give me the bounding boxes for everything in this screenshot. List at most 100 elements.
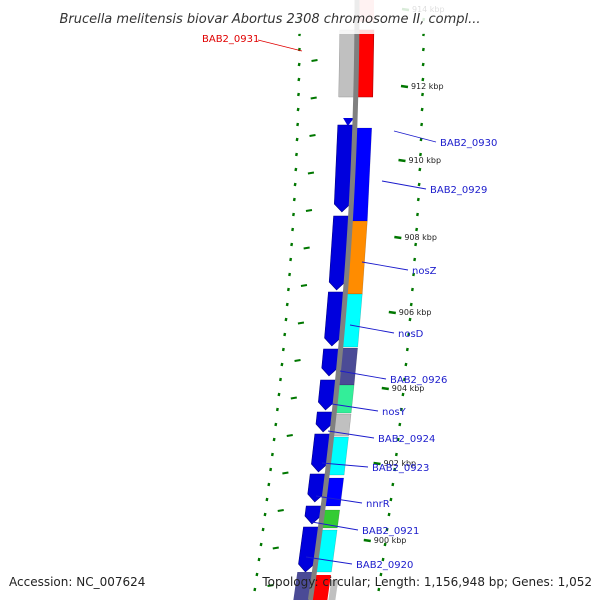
inner-guide-dot [291, 227, 295, 232]
outer-guide-dot [416, 197, 420, 202]
inner-guide-dot [277, 392, 281, 397]
minor-tick [307, 171, 315, 175]
cds-arrow[interactable] [304, 505, 323, 525]
inner-guide-dot [284, 317, 288, 322]
gray-feature[interactable] [338, 29, 357, 98]
outer-guide-dot [414, 242, 418, 247]
cds-arrow[interactable] [315, 411, 334, 433]
cds-arrow[interactable] [334, 124, 355, 213]
label-leader-line [321, 462, 369, 468]
outer-guide-dot [412, 272, 416, 277]
gene-label-bab2_0924[interactable]: BAB2_0924 [378, 434, 435, 445]
outer-guide-dot [418, 167, 422, 172]
gene-label-nosz[interactable]: nosZ [412, 266, 437, 277]
inner-guide-dot [253, 587, 257, 592]
inner-guide-dot [261, 527, 265, 532]
label-leader-line [349, 324, 395, 334]
inner-guide-dot [285, 302, 289, 307]
tick-mark [373, 461, 381, 466]
outer-guide-dot [421, 92, 424, 97]
minor-tick [311, 59, 318, 62]
minor-tick [267, 584, 274, 587]
inner-guide-dot [280, 362, 284, 367]
inner-guide-dot [279, 377, 282, 382]
map-title: Brucella melitensis biovar Abortus 2308 … [59, 12, 480, 27]
tick-mark [363, 538, 371, 543]
inner-guide-dot [274, 422, 278, 427]
gene-label-bab2_0930[interactable]: BAB2_0930 [440, 138, 497, 149]
tick-mark [394, 235, 402, 240]
cds-arrow[interactable] [311, 433, 332, 473]
label-leader-line [393, 130, 437, 143]
cds-arrow[interactable] [307, 473, 327, 503]
outer-guide-dot [389, 497, 393, 502]
genome-summary: Topology: circular; Length: 1,156,948 bp… [262, 575, 592, 589]
gene-label-nnrr[interactable]: nnrR [366, 499, 390, 510]
outer-guide-dot [391, 482, 395, 487]
inner-guide-dot [286, 287, 290, 292]
tick-label: 908 kbp [404, 233, 437, 242]
inner-guide-dot [272, 437, 276, 442]
tick-label: 912 kbp [411, 82, 444, 91]
inner-guide-dot [289, 257, 293, 262]
gene-label-bab2_0920[interactable]: BAB2_0920 [356, 560, 413, 571]
label-leader-line [305, 556, 353, 565]
outer-guide-dot [408, 317, 412, 322]
inner-guide-dot [290, 242, 294, 247]
outer-guide-dot [405, 347, 409, 352]
minor-tick [310, 96, 317, 100]
title-bar [0, 0, 600, 34]
gene-label-nosy[interactable]: nosY [382, 407, 407, 418]
outer-guide-dot [421, 62, 425, 67]
outer-guide-dot [403, 377, 406, 382]
label-leader-line [361, 261, 409, 271]
tick-mark [388, 310, 396, 315]
inner-guide-dot [295, 137, 299, 142]
outer-guide-dot [417, 182, 421, 187]
tick-label: 900 kbp [374, 536, 407, 545]
inner-guide-dot [269, 467, 273, 472]
outer-guide-dot [381, 557, 385, 562]
inner-guide-dot [296, 122, 300, 127]
gene-label-bab2_0921[interactable]: BAB2_0921 [362, 526, 419, 537]
accession-label: Accession: NC_007624 [9, 575, 146, 589]
partial-feature[interactable] [328, 580, 339, 600]
tick-label: 904 kbp [392, 384, 425, 393]
inner-guide-dot [292, 197, 296, 202]
partial-feature[interactable] [293, 572, 314, 600]
cds-arrow[interactable] [318, 379, 337, 411]
cds-arrow[interactable] [321, 348, 340, 377]
chromosome-backbone [307, 0, 360, 600]
outer-guide-dot [398, 422, 402, 427]
label-leader-line [257, 39, 303, 52]
cds-arrow[interactable] [324, 291, 345, 347]
inner-guide-dot [294, 167, 298, 172]
label-leader-line [331, 403, 379, 412]
gene-box-bab2_0931[interactable] [356, 29, 375, 98]
minor-tick [297, 321, 305, 325]
label-leader-line [381, 180, 427, 190]
gene-label-nosd[interactable]: nosD [398, 329, 424, 340]
inner-guide-dot [283, 332, 287, 337]
inner-guide-dot [281, 347, 285, 352]
outer-guide-dot [404, 362, 408, 367]
strand-marker [343, 118, 355, 126]
inner-guide-dot [297, 92, 300, 97]
partial-feature[interactable] [311, 575, 331, 600]
tick-label: 902 kbp [384, 459, 417, 468]
outer-guide-dot [399, 407, 403, 412]
inner-guide-dot [297, 77, 301, 82]
minor-tick [300, 284, 308, 287]
gene-label-bab2_0929[interactable]: BAB2_0929 [430, 185, 487, 196]
gene-label-bab2_0926[interactable]: BAB2_0926 [390, 375, 447, 386]
inner-guide-dot [293, 182, 297, 187]
minor-tick [272, 546, 279, 550]
minor-tick [303, 246, 310, 250]
gene-label-bab2_0931[interactable]: BAB2_0931 [202, 34, 259, 45]
outer-guide-dot [394, 452, 398, 457]
outer-guide-dot [401, 392, 405, 397]
minor-tick [286, 434, 293, 437]
gene-label-bab2_0923[interactable]: BAB2_0923 [372, 463, 429, 474]
outer-guide-dot [379, 572, 383, 577]
